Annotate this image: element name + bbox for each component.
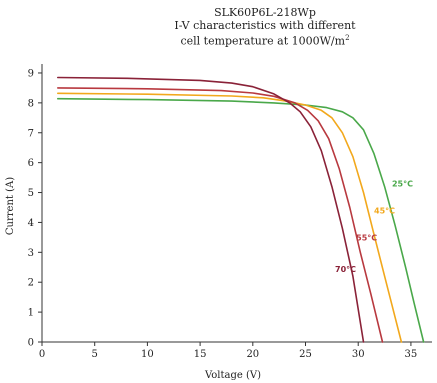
title-line-2: I-V characteristics with different xyxy=(174,19,356,32)
x-tick-label: 15 xyxy=(194,349,207,360)
series-lines xyxy=(57,76,425,343)
series-label-1: 45°C xyxy=(374,206,395,215)
series-line-1 xyxy=(57,92,403,343)
y-tick-label: 5 xyxy=(28,188,34,199)
x-tick-label: 10 xyxy=(141,349,154,360)
y-tick-label: 2 xyxy=(28,278,34,289)
series-label-2: 55°C xyxy=(356,233,377,242)
y-tick-label: 4 xyxy=(28,218,34,229)
title-superscript: 2 xyxy=(345,34,350,42)
x-tick-label: 35 xyxy=(405,349,418,360)
y-tick-label: 6 xyxy=(28,158,34,169)
x-axis-label: Voltage (V) xyxy=(204,370,261,381)
y-tick-label: 9 xyxy=(28,68,34,79)
x-tick-label: 0 xyxy=(39,349,45,360)
y-tick-label: 8 xyxy=(28,98,34,109)
x-tick-label: 30 xyxy=(352,349,365,360)
x-tick-label: 20 xyxy=(246,349,259,360)
y-tick-label: 7 xyxy=(28,128,34,139)
chart-title: SLK60P6L-218Wp I-V characteristics with … xyxy=(150,6,380,48)
title-line-3-text: cell temperature at 1000W/m xyxy=(180,34,346,48)
series-label-0: 25°C xyxy=(392,180,413,189)
tick-marks: 0 5 10 15 20 25 30 35 0 1 2 3 4 5 6 7 8 9 xyxy=(28,68,418,360)
series-line-2 xyxy=(57,87,384,343)
x-tick-label: 5 xyxy=(92,349,98,360)
x-tick-label: 25 xyxy=(299,349,312,360)
series-line-0 xyxy=(57,97,425,343)
series-label-3: 70°C xyxy=(335,265,356,274)
axes xyxy=(41,64,432,343)
series-labels: 25°C 45°C 55°C 70°C xyxy=(335,180,413,274)
y-tick-label: 1 xyxy=(28,308,34,319)
y-axis-label: Current (A) xyxy=(5,177,16,235)
y-tick-label: 3 xyxy=(28,248,34,259)
title-line-1: SLK60P6L-218Wp xyxy=(214,6,316,19)
series-line-3 xyxy=(57,76,365,343)
y-tick-label: 0 xyxy=(28,338,34,349)
title-line-3: cell temperature at 1000W/m2 xyxy=(150,32,380,48)
